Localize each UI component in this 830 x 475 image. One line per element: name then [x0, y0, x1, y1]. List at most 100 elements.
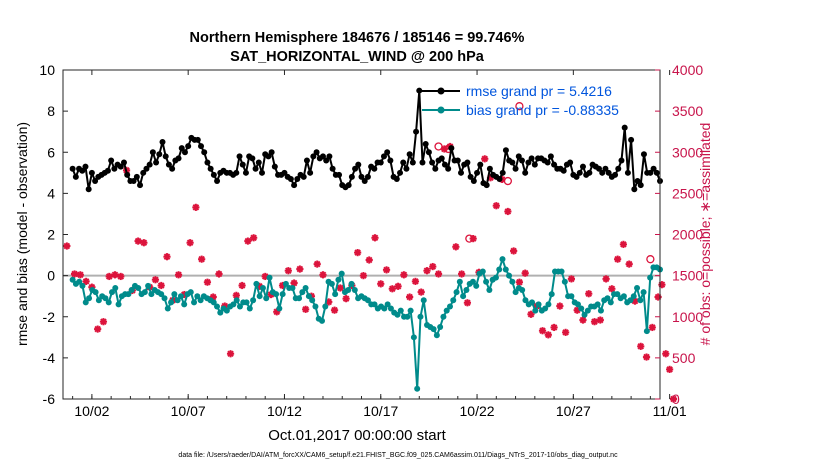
rmse-point — [111, 165, 118, 172]
possible-count-marker — [503, 176, 513, 186]
rmse-point — [169, 165, 176, 172]
assimilated-count-marker — [302, 305, 310, 313]
rmse-point — [201, 149, 208, 156]
rmse-point — [384, 149, 391, 156]
bias-point — [607, 299, 614, 306]
rmse-point — [509, 159, 516, 166]
rmse-point — [291, 182, 298, 189]
bias-point — [417, 313, 424, 320]
bias-point — [443, 307, 450, 314]
left-y-tick-label: 8 — [47, 103, 55, 119]
bias-point — [82, 299, 89, 306]
assimilated-count-marker — [215, 270, 223, 278]
bias-point — [512, 289, 519, 296]
assimilated-count-marker — [99, 318, 108, 326]
bias-point — [407, 307, 414, 314]
rmse-point — [647, 169, 654, 176]
rmse-point — [194, 136, 201, 143]
bias-point — [558, 268, 565, 275]
assimilated-count-marker — [579, 316, 587, 324]
possible-count-marker — [515, 102, 524, 111]
rmse-point — [400, 159, 407, 166]
rmse-point — [387, 157, 394, 164]
assimilated-marker-stroke — [562, 329, 569, 336]
bias-point — [492, 274, 499, 281]
assimilated-count-marker — [388, 285, 396, 293]
bias-point — [561, 278, 568, 285]
rmse-point — [393, 175, 400, 182]
assimilated-count-marker — [186, 239, 194, 247]
rmse-point — [483, 182, 490, 189]
assimilated-marker-stroke — [325, 298, 333, 306]
rmse-point — [615, 165, 622, 172]
assimilated-marker-stroke — [313, 260, 321, 268]
assimilated-marker-stroke — [545, 331, 552, 339]
assimilated-count-marker — [342, 295, 350, 303]
assimilated-count-marker — [406, 293, 414, 301]
assimilated-marker-stroke — [435, 270, 442, 278]
bias-point — [433, 332, 440, 339]
rmse-point — [364, 173, 371, 180]
chart-title-line-2: SAT_HORIZONTAL_WIND @ 200 hPa — [230, 49, 485, 65]
assimilated-count-marker — [585, 290, 593, 298]
right-y-tick-label: 1000 — [672, 309, 703, 325]
bias-point — [364, 297, 371, 304]
assimilated-count-marker — [602, 275, 610, 283]
bias-point — [335, 276, 342, 283]
assimilated-count-marker — [538, 327, 547, 335]
bias-point — [233, 297, 240, 304]
rmse-point — [361, 178, 368, 185]
assimilated-marker-stroke — [111, 271, 119, 279]
rmse-point — [612, 171, 619, 178]
assimilated-marker-stroke — [400, 271, 408, 279]
rmse-point — [137, 182, 144, 189]
rmse-point — [551, 161, 558, 168]
bias-point — [328, 280, 335, 287]
assimilated-marker-stroke — [429, 263, 437, 270]
rmse-point — [185, 143, 192, 150]
rmse-point — [281, 169, 288, 176]
assimilated-marker-stroke — [412, 278, 419, 285]
rmse-point — [518, 157, 525, 164]
assimilated-count-marker — [244, 237, 252, 245]
rmse-point — [377, 159, 384, 166]
bias-point — [305, 293, 312, 300]
rmse-point — [175, 155, 182, 162]
assimilated-count-marker — [134, 237, 142, 245]
assimilated-marker-stroke — [662, 350, 670, 358]
x-tick-label: 10/02 — [74, 403, 109, 419]
assimilated-count-marker — [76, 271, 84, 279]
assimilated-marker-stroke — [568, 275, 575, 283]
bias-point — [273, 291, 280, 298]
assimilated-count-marker — [417, 288, 425, 296]
assimilated-count-marker — [504, 207, 512, 216]
bias-point — [456, 278, 463, 285]
bias-point — [266, 274, 273, 281]
assimilated-count-marker — [82, 277, 90, 285]
bias-point — [197, 297, 204, 304]
rmse-point — [406, 151, 413, 158]
assimilated-count-marker — [290, 279, 298, 287]
left-y-tick-label: 4 — [47, 185, 55, 201]
possible-count-marker — [434, 142, 443, 151]
bias-point — [302, 284, 309, 291]
rmse-point — [162, 153, 169, 160]
rmse-point — [425, 149, 432, 156]
rmse-point — [579, 163, 586, 170]
assimilated-count-marker — [614, 255, 622, 263]
legend-rmse-marker — [437, 87, 445, 95]
bias-point — [171, 291, 178, 298]
assimilated-count-marker — [481, 155, 489, 163]
rmse-point — [586, 169, 593, 176]
assimilated-count-marker — [382, 266, 391, 274]
assimilated-count-marker — [434, 270, 443, 278]
rmse-point — [634, 178, 641, 185]
assimilated-marker-stroke — [608, 285, 616, 293]
assimilated-count-marker — [330, 306, 339, 314]
assimilated-marker-stroke — [614, 255, 621, 263]
assimilated-marker-stroke — [290, 279, 298, 287]
bias-point — [148, 291, 155, 298]
assimilated-count-marker — [527, 310, 535, 318]
assimilated-marker-stroke — [597, 316, 604, 324]
assimilated-marker-stroke — [510, 247, 517, 255]
